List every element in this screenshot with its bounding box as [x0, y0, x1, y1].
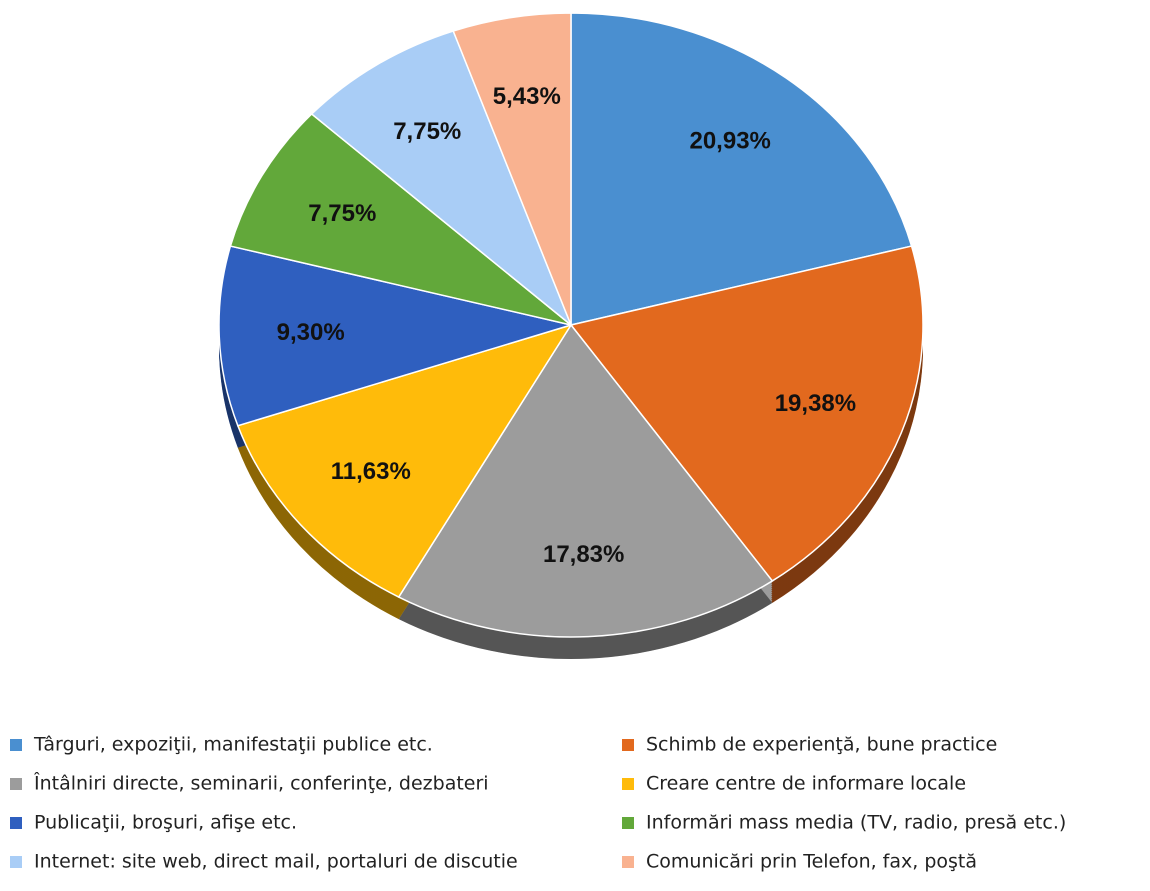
legend-label: Comunicări prin Telefon, fax, poştă [646, 851, 977, 873]
data-label: 9,30% [277, 319, 345, 346]
pie-slice [236, 323, 573, 599]
pie-slice [569, 245, 924, 582]
data-label: 20,93% [689, 128, 770, 155]
pie-slice [229, 113, 572, 326]
legend-swatch [10, 739, 22, 751]
legend-swatch [10, 817, 22, 829]
legend-swatch [622, 739, 634, 751]
legend-swatch [622, 856, 634, 868]
pie-slice [310, 30, 573, 328]
legend-swatch [10, 856, 22, 868]
legend-label: Publicaţii, broşuri, afişe etc. [34, 812, 297, 834]
legend-label: Schimb de experienţă, bune practice [646, 734, 997, 756]
legend-label: Târguri, expoziţii, manifestaţii publice… [33, 734, 433, 756]
data-label: 7,75% [393, 118, 461, 145]
pie-slice [397, 323, 774, 638]
data-label: 17,83% [543, 541, 624, 568]
pie-slice [218, 245, 574, 427]
legend-label: Întâlniri directe, seminarii, conferinţe… [33, 772, 489, 795]
legend-swatch [622, 778, 634, 790]
data-label: 11,63% [331, 458, 411, 485]
pie-slice [452, 12, 572, 326]
legend-label: Creare centre de informare locale [646, 773, 966, 795]
data-label: 7,75% [308, 200, 376, 227]
legend-label: Informări mass media (TV, radio, presă e… [646, 812, 1066, 834]
legend-label: Internet: site web, direct mail, portalu… [34, 851, 518, 873]
pie-slice [570, 12, 913, 326]
legend-swatch [10, 778, 22, 790]
data-label: 19,38% [775, 390, 856, 417]
legend-swatch [622, 817, 634, 829]
data-label: 5,43% [493, 83, 561, 110]
